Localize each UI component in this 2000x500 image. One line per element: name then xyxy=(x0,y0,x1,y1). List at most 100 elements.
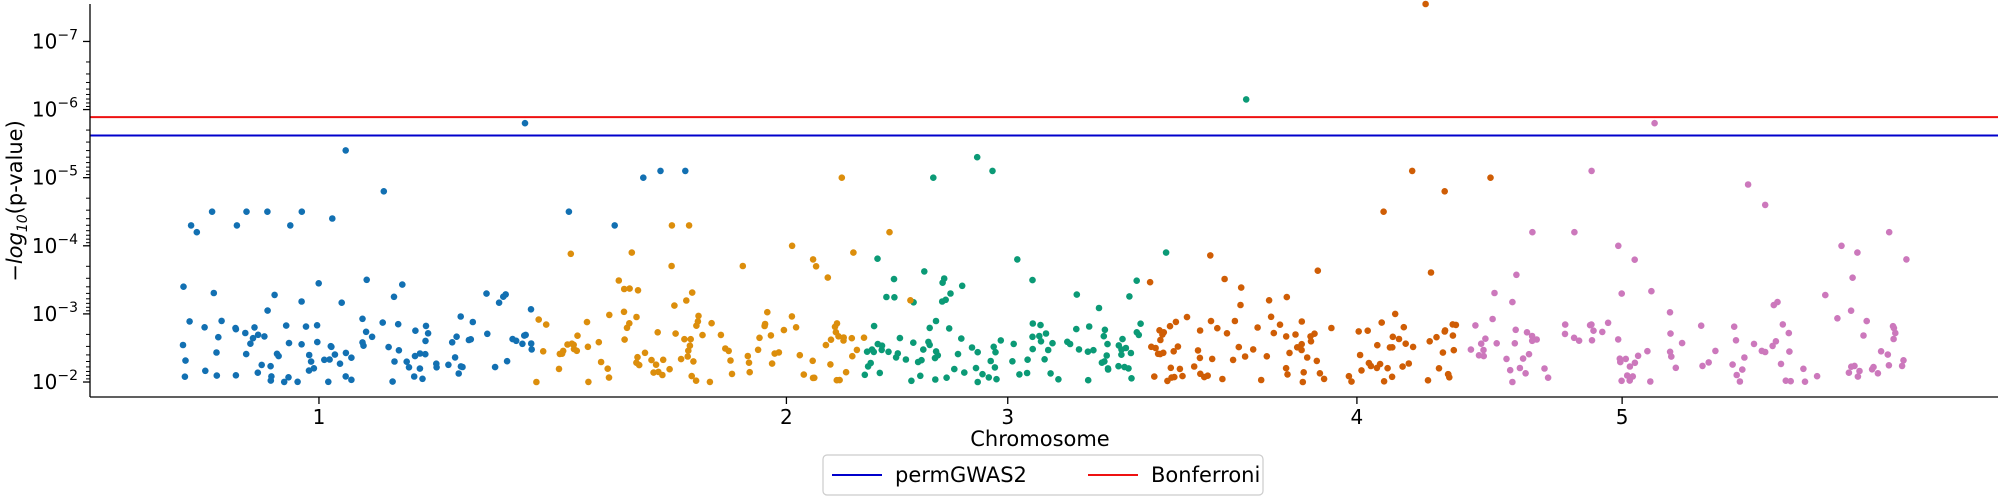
snp-point xyxy=(620,285,628,293)
snp-point xyxy=(1744,181,1752,188)
snp-point xyxy=(891,294,898,301)
snp-point xyxy=(1409,343,1417,351)
snp-point xyxy=(1219,375,1226,383)
snp-point xyxy=(1103,352,1110,359)
legend-label-permgwas2: permGWAS2 xyxy=(895,463,1027,487)
legend-frame xyxy=(822,454,1264,496)
snp-point xyxy=(535,316,542,323)
snp-point xyxy=(756,334,763,342)
snp-point xyxy=(1736,378,1744,385)
snp-point xyxy=(1221,275,1228,283)
snp-point xyxy=(1115,362,1122,370)
snp-point xyxy=(728,370,736,378)
snp-point xyxy=(811,374,818,382)
snp-point xyxy=(1511,340,1519,347)
snp-point xyxy=(796,351,804,359)
y-axis-label-base: −log xyxy=(3,232,27,282)
snp-point xyxy=(285,374,292,381)
snp-point xyxy=(688,372,695,380)
snp-point xyxy=(968,344,976,351)
snp-point xyxy=(1741,354,1748,361)
snp-point xyxy=(861,371,869,379)
snp-point xyxy=(1509,298,1516,306)
snp-point xyxy=(1900,357,1907,364)
snp-point xyxy=(1529,228,1536,236)
snp-point xyxy=(1358,367,1365,374)
y-axis-label-rest: (p-value) xyxy=(3,120,27,214)
snp-point xyxy=(1800,365,1807,373)
snp-point xyxy=(313,322,321,329)
snp-point xyxy=(1148,343,1155,351)
snp-point xyxy=(1541,365,1548,372)
y-axis-label-sub: 10 xyxy=(15,214,31,232)
snp-point xyxy=(604,365,611,373)
snp-point xyxy=(395,347,403,354)
y-tick-label: 10−6 xyxy=(32,96,78,122)
snp-point xyxy=(1761,201,1769,209)
snp-point xyxy=(652,361,660,369)
snp-point xyxy=(1845,369,1853,377)
snp-point xyxy=(684,353,691,360)
snp-point xyxy=(822,341,830,349)
snp-point xyxy=(1364,327,1371,335)
snp-point xyxy=(1854,249,1861,256)
snp-point xyxy=(1733,371,1740,379)
snp-point xyxy=(213,349,220,356)
snp-point xyxy=(368,333,376,341)
snp-point xyxy=(1311,330,1318,338)
snp-point xyxy=(1834,315,1841,322)
snp-point xyxy=(1241,353,1249,360)
snp-point xyxy=(1782,377,1790,385)
snp-point xyxy=(1386,344,1394,351)
snp-point xyxy=(385,343,392,351)
snp-point xyxy=(1618,377,1625,385)
snp-point xyxy=(650,369,657,376)
snp-point xyxy=(314,338,321,346)
snp-point xyxy=(917,372,924,380)
snp-point xyxy=(390,293,398,301)
snp-point xyxy=(1588,321,1595,328)
snp-point xyxy=(424,330,432,337)
x-tick-label-3: 3 xyxy=(1001,405,1014,429)
snp-point xyxy=(533,378,540,386)
snp-point xyxy=(249,334,257,342)
snp-point xyxy=(1388,373,1396,381)
snp-point xyxy=(910,339,917,347)
snp-point xyxy=(1207,317,1215,325)
snp-point xyxy=(208,208,216,215)
snp-point xyxy=(182,357,189,364)
snp-point xyxy=(947,290,954,297)
snp-point xyxy=(342,147,350,154)
snp-point xyxy=(1356,351,1364,359)
snp-point xyxy=(251,324,258,331)
snp-point xyxy=(1544,374,1552,382)
snp-point xyxy=(979,370,986,378)
snp-point xyxy=(1284,371,1291,378)
y-tick-label: 10−4 xyxy=(32,232,78,258)
snp-point xyxy=(605,374,613,381)
snp-point xyxy=(908,377,915,385)
snp-point xyxy=(932,317,940,325)
snp-point xyxy=(695,312,702,320)
snp-point xyxy=(1047,370,1054,377)
snp-point xyxy=(615,277,623,284)
snp-point xyxy=(985,374,993,381)
snp-point xyxy=(193,228,201,236)
snp-point xyxy=(328,343,335,351)
snp-point xyxy=(1472,322,1479,329)
snp-point xyxy=(1384,364,1391,372)
snp-point xyxy=(1885,362,1893,369)
snp-point xyxy=(659,356,667,364)
snp-point xyxy=(1197,370,1204,378)
snp-point xyxy=(305,351,313,359)
snp-point xyxy=(1590,327,1597,335)
snp-point xyxy=(974,348,981,356)
x-tick-label-5: 5 xyxy=(1616,405,1629,429)
snp-point xyxy=(1104,340,1111,348)
y-axis: 10−2 10−3 10−4 10−5 10−6 10−7 xyxy=(32,4,91,397)
snp-point xyxy=(1101,326,1109,334)
snp-point xyxy=(1104,365,1112,372)
snp-point xyxy=(1316,370,1324,377)
snp-point xyxy=(1119,335,1126,343)
snp-point xyxy=(685,222,693,229)
